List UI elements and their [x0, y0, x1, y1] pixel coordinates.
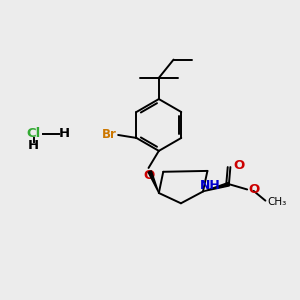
Text: CH₃: CH₃: [267, 197, 286, 207]
Text: O: O: [233, 159, 244, 172]
Text: H: H: [28, 139, 39, 152]
Text: Br: Br: [102, 128, 117, 142]
Text: H: H: [59, 127, 70, 140]
Text: NH: NH: [200, 179, 220, 192]
Text: O: O: [249, 183, 260, 196]
Polygon shape: [148, 171, 159, 193]
Polygon shape: [203, 182, 230, 191]
Text: Cl: Cl: [27, 127, 41, 140]
Text: O: O: [143, 169, 154, 182]
